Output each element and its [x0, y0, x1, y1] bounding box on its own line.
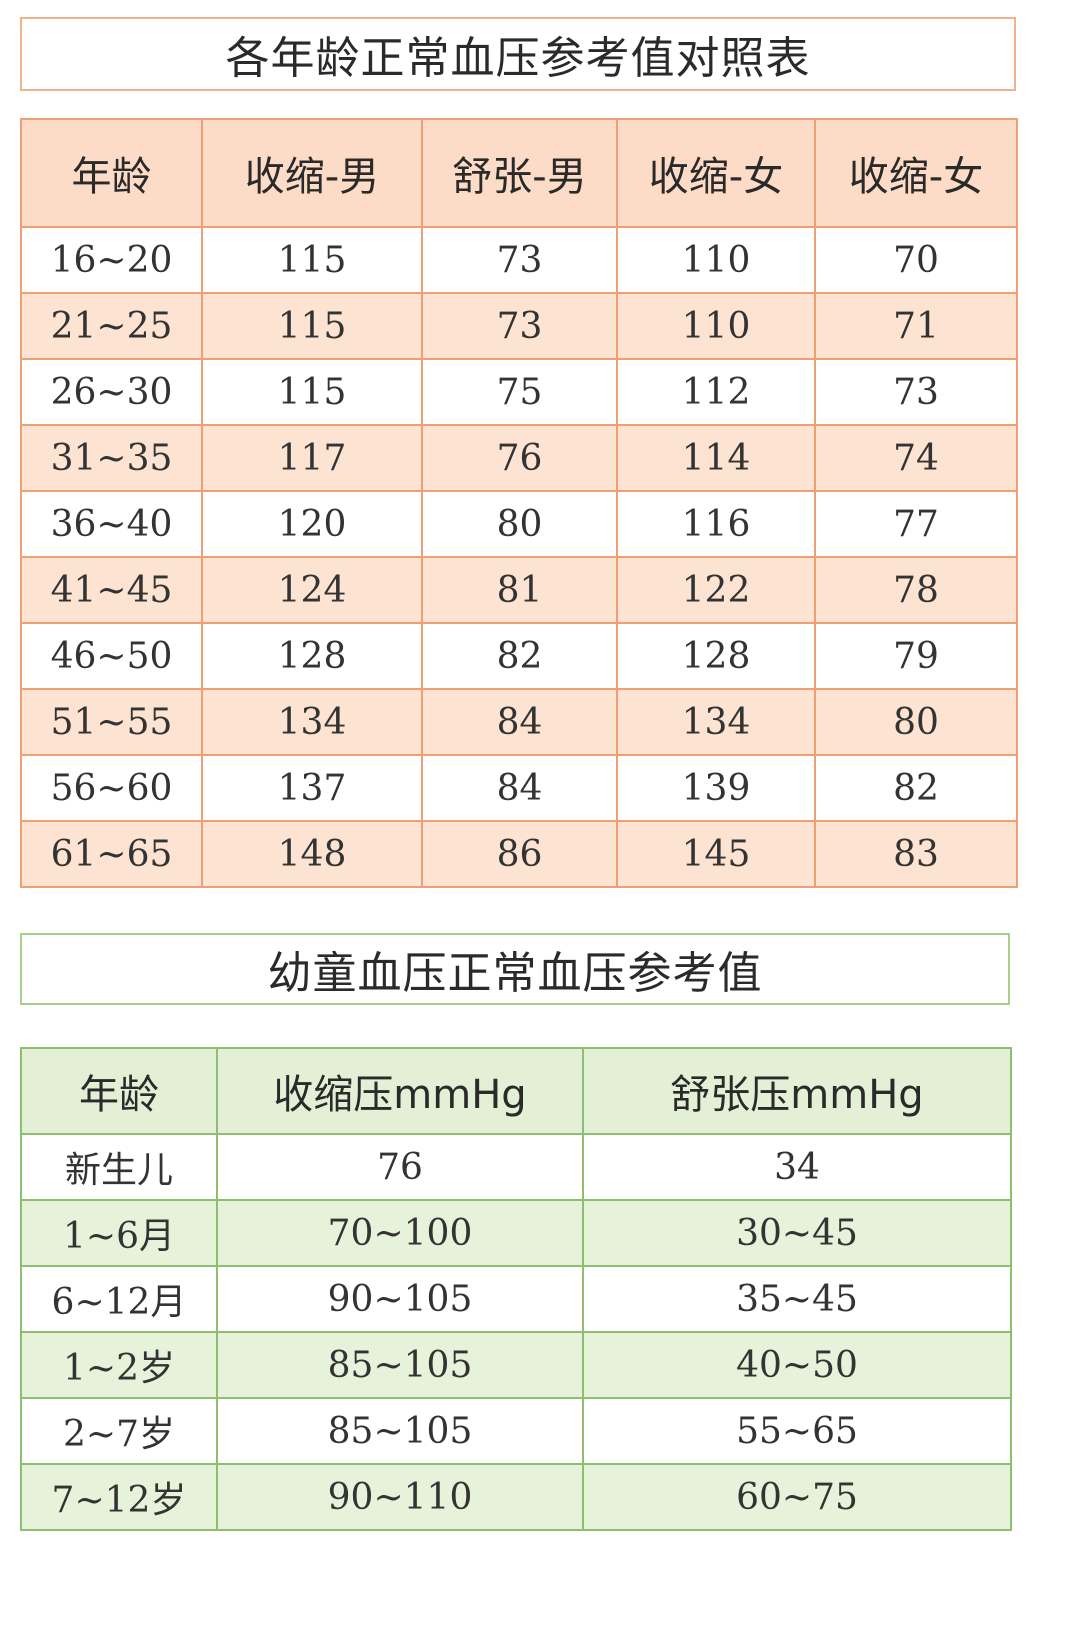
cell-age: 2~7岁 — [20, 1397, 218, 1465]
cell-age: 1~2岁 — [20, 1331, 218, 1399]
cell-value: 76 — [421, 424, 618, 492]
cell-age: 26~30 — [20, 358, 203, 426]
cell-value: 78 — [814, 556, 1018, 624]
table-row: 56~60 137 84 139 82 — [20, 754, 1018, 822]
cell-value: 115 — [201, 358, 423, 426]
table-row: 16~20 115 73 110 70 — [20, 226, 1018, 294]
cell-age: 36~40 — [20, 490, 203, 558]
cell-value: 79 — [814, 622, 1018, 690]
cell-value: 110 — [616, 292, 816, 360]
cell-value: 115 — [201, 292, 423, 360]
cell-value: 34 — [582, 1133, 1012, 1201]
cell-value: 35~45 — [582, 1265, 1012, 1333]
cell-age: 46~50 — [20, 622, 203, 690]
table-row: 7~12岁 90~110 60~75 — [20, 1463, 1012, 1531]
cell-age: 41~45 — [20, 556, 203, 624]
cell-value: 115 — [201, 226, 423, 294]
cell-value: 84 — [421, 754, 618, 822]
table-row: 21~25 115 73 110 71 — [20, 292, 1018, 360]
cell-value: 86 — [421, 820, 618, 888]
table-row: 新生儿 76 34 — [20, 1133, 1012, 1201]
cell-value: 80 — [421, 490, 618, 558]
cell-value: 40~50 — [582, 1331, 1012, 1399]
cell-value: 117 — [201, 424, 423, 492]
cell-value: 73 — [421, 226, 618, 294]
cell-value: 137 — [201, 754, 423, 822]
cell-value: 139 — [616, 754, 816, 822]
header-systolic-male: 收缩-男 — [201, 118, 423, 228]
cell-value: 81 — [421, 556, 618, 624]
cell-age: 56~60 — [20, 754, 203, 822]
child-blood-pressure-table: 年龄 收缩压mmHg 舒张压mmHg 新生儿 76 34 1~6月 70~100… — [20, 1047, 1012, 1531]
table-row: 6~12月 90~105 35~45 — [20, 1265, 1012, 1333]
cell-value: 85~105 — [216, 1331, 584, 1399]
cell-value: 84 — [421, 688, 618, 756]
cell-value: 128 — [201, 622, 423, 690]
cell-value: 55~65 — [582, 1397, 1012, 1465]
table-header-row: 年龄 收缩-男 舒张-男 收缩-女 收缩-女 — [20, 118, 1018, 228]
table-row: 31~35 117 76 114 74 — [20, 424, 1018, 492]
cell-value: 70~100 — [216, 1199, 584, 1267]
header-systolic-female: 收缩-女 — [616, 118, 816, 228]
cell-value: 112 — [616, 358, 816, 426]
table-header-row: 年龄 收缩压mmHg 舒张压mmHg — [20, 1047, 1012, 1135]
header-age: 年龄 — [20, 1047, 218, 1135]
cell-value: 74 — [814, 424, 1018, 492]
cell-value: 82 — [421, 622, 618, 690]
adult-table-title: 各年龄正常血压参考值对照表 — [20, 17, 1016, 91]
cell-value: 128 — [616, 622, 816, 690]
cell-value: 124 — [201, 556, 423, 624]
cell-value: 145 — [616, 820, 816, 888]
cell-value: 148 — [201, 820, 423, 888]
cell-value: 73 — [814, 358, 1018, 426]
cell-age: 1~6月 — [20, 1199, 218, 1267]
cell-value: 122 — [616, 556, 816, 624]
table-row: 2~7岁 85~105 55~65 — [20, 1397, 1012, 1465]
cell-age: 51~55 — [20, 688, 203, 756]
cell-value: 76 — [216, 1133, 584, 1201]
header-diastolic-male: 舒张-男 — [421, 118, 618, 228]
header-female-col5: 收缩-女 — [814, 118, 1018, 228]
table-row: 41~45 124 81 122 78 — [20, 556, 1018, 624]
cell-value: 60~75 — [582, 1463, 1012, 1531]
table-row: 1~2岁 85~105 40~50 — [20, 1331, 1012, 1399]
cell-value: 82 — [814, 754, 1018, 822]
cell-value: 70 — [814, 226, 1018, 294]
cell-age: 21~25 — [20, 292, 203, 360]
cell-value: 90~105 — [216, 1265, 584, 1333]
cell-value: 75 — [421, 358, 618, 426]
cell-value: 116 — [616, 490, 816, 558]
cell-value: 73 — [421, 292, 618, 360]
cell-value: 90~110 — [216, 1463, 584, 1531]
header-systolic: 收缩压mmHg — [216, 1047, 584, 1135]
header-age: 年龄 — [20, 118, 203, 228]
table-row: 61~65 148 86 145 83 — [20, 820, 1018, 888]
table-row: 26~30 115 75 112 73 — [20, 358, 1018, 426]
cell-value: 80 — [814, 688, 1018, 756]
cell-value: 85~105 — [216, 1397, 584, 1465]
cell-value: 71 — [814, 292, 1018, 360]
cell-value: 134 — [201, 688, 423, 756]
cell-age: 16~20 — [20, 226, 203, 294]
cell-value: 110 — [616, 226, 816, 294]
header-diastolic: 舒张压mmHg — [582, 1047, 1012, 1135]
cell-value: 120 — [201, 490, 423, 558]
table-row: 51~55 134 84 134 80 — [20, 688, 1018, 756]
table-row: 36~40 120 80 116 77 — [20, 490, 1018, 558]
adult-blood-pressure-table: 年龄 收缩-男 舒张-男 收缩-女 收缩-女 16~20 115 73 110 … — [20, 118, 1018, 888]
cell-age: 31~35 — [20, 424, 203, 492]
cell-age: 7~12岁 — [20, 1463, 218, 1531]
cell-age: 61~65 — [20, 820, 203, 888]
cell-age: 6~12月 — [20, 1265, 218, 1333]
cell-value: 83 — [814, 820, 1018, 888]
cell-value: 114 — [616, 424, 816, 492]
cell-age: 新生儿 — [20, 1133, 218, 1201]
cell-value: 134 — [616, 688, 816, 756]
cell-value: 77 — [814, 490, 1018, 558]
table-row: 1~6月 70~100 30~45 — [20, 1199, 1012, 1267]
cell-value: 30~45 — [582, 1199, 1012, 1267]
table-row: 46~50 128 82 128 79 — [20, 622, 1018, 690]
child-table-title: 幼童血压正常血压参考值 — [20, 933, 1010, 1005]
